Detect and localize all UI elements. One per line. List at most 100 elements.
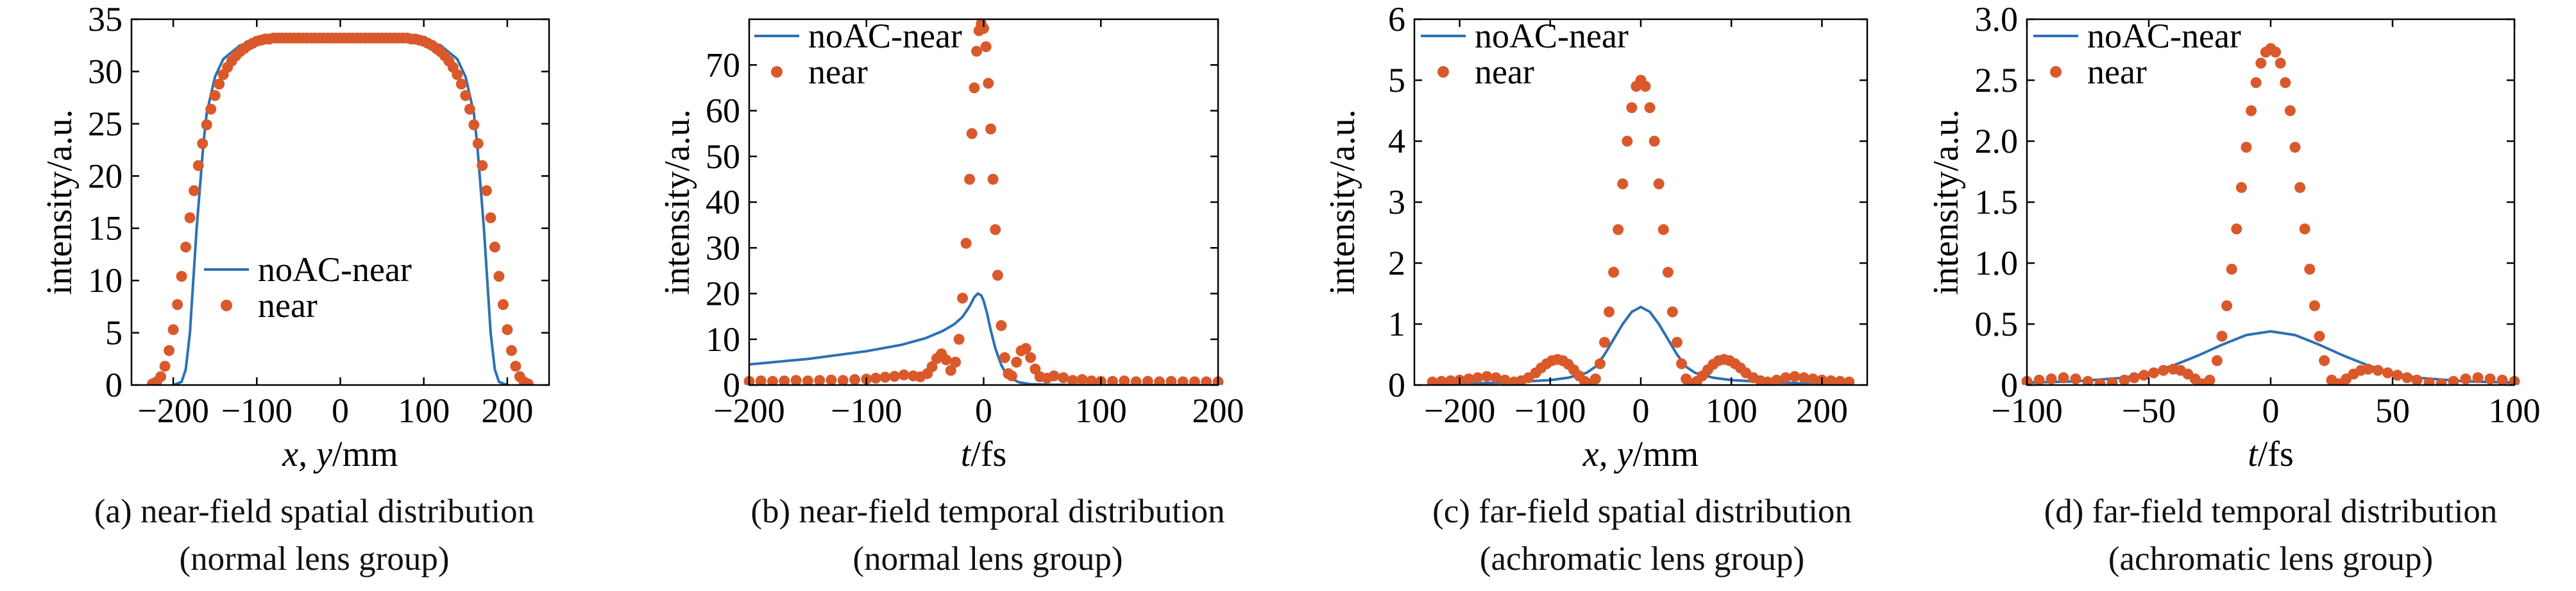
- data-point: [1165, 375, 1177, 385]
- data-point: [790, 375, 802, 385]
- y-axis-label: intensity/a.u.: [1926, 109, 1966, 295]
- x-tick-label: 100: [1706, 391, 1758, 430]
- data-point: [2382, 367, 2393, 379]
- data-point: [2275, 57, 2286, 69]
- data-point: [2362, 363, 2374, 375]
- legend-label-dots: near: [2087, 53, 2147, 91]
- y-tick-label: 35: [88, 0, 123, 39]
- y-tick-label: 6: [1388, 0, 1405, 39]
- data-point: [176, 271, 187, 282]
- data-point: [1789, 371, 1801, 382]
- y-tick-label: 1.0: [1975, 244, 2019, 282]
- x-tick-label: 100: [1075, 391, 1127, 430]
- data-point: [1067, 375, 1078, 385]
- series-line-b: [749, 292, 1218, 385]
- data-point: [1826, 375, 1836, 385]
- x-tick-label: 200: [481, 391, 533, 430]
- y-tick-label: 3: [1388, 183, 1405, 221]
- data-point: [510, 361, 521, 372]
- data-point: [2294, 182, 2306, 193]
- y-tick-label: 25: [88, 105, 123, 143]
- data-point: [172, 299, 183, 311]
- data-point: [2289, 142, 2301, 153]
- legend-label-line: noAC-near: [258, 250, 412, 289]
- x-axis-label: x, y/mm: [1582, 434, 1699, 474]
- data-point: [983, 78, 994, 89]
- legend-dot-swatch: [2050, 66, 2062, 78]
- data-point: [2280, 77, 2291, 89]
- data-point: [197, 138, 208, 150]
- series-line-a: [173, 37, 508, 385]
- data-point: [477, 160, 488, 171]
- x-axis-label: x, y/mm: [282, 434, 398, 474]
- y-tick-label: 70: [706, 46, 740, 84]
- data-point: [2211, 355, 2223, 366]
- data-point: [1445, 375, 1456, 385]
- y-tick-label: 20: [706, 275, 740, 313]
- data-point: [966, 128, 978, 139]
- data-point: [2448, 375, 2459, 385]
- x-axis-label: t/fs: [2248, 434, 2294, 474]
- x-tick-label: −100: [221, 391, 292, 430]
- caption-line-1: (b) near-field temporal distribution: [750, 493, 1225, 530]
- data-point: [992, 270, 1003, 281]
- y-tick-label: 5: [1388, 61, 1405, 99]
- data-point: [1189, 376, 1200, 385]
- data-point: [987, 173, 999, 185]
- legend-label-dots: near: [258, 286, 318, 325]
- x-tick-label: 100: [398, 391, 450, 430]
- data-point: [996, 320, 1007, 331]
- panel-c: −200 −100 0 100 200 0 1 2 3 4 5 6 x, y/mm intensity/a…: [1323, 0, 1868, 474]
- data-point: [1499, 374, 1511, 385]
- y-tick-label: 2: [1388, 244, 1405, 282]
- caption-c: (c) far-field spatial distribution (achro…: [1321, 488, 1963, 583]
- caption-line-2: (normal lens group): [179, 540, 450, 578]
- data-point: [1058, 372, 1069, 384]
- y-tick-label: 10: [88, 261, 123, 300]
- caption-line-2: (normal lens group): [852, 540, 1123, 578]
- x-tick-label: −50: [2122, 391, 2176, 430]
- data-point: [184, 212, 196, 223]
- data-point: [1662, 266, 1674, 278]
- data-point: [468, 119, 480, 130]
- data-point: [2496, 374, 2508, 385]
- data-point: [1086, 375, 1097, 385]
- data-point: [1154, 376, 1165, 385]
- panel-d: −100 −50 0 50 100 0 0.5 1.0 1.5 2.0 2.5 3.0 t/fs inte…: [1926, 0, 2541, 474]
- data-point: [464, 103, 475, 115]
- data-point: [978, 22, 989, 34]
- data-point: [192, 160, 204, 171]
- y-tick-label: 10: [706, 320, 740, 359]
- x-axis-label: t/fs: [961, 434, 1007, 474]
- data-point: [755, 375, 767, 385]
- data-point: [926, 361, 938, 372]
- data-point: [1843, 376, 1855, 385]
- data-point: [455, 78, 467, 90]
- caption-b: (b) near-field temporal distribution (nor…: [667, 488, 1309, 583]
- data-point: [999, 352, 1010, 363]
- data-point: [837, 375, 849, 385]
- data-point: [1463, 373, 1475, 384]
- data-point: [2231, 223, 2242, 235]
- data-point: [2372, 364, 2384, 376]
- data-point: [2304, 264, 2316, 275]
- y-tick-label: 20: [88, 157, 123, 195]
- data-point: [779, 375, 790, 385]
- caption-line-1: (c) far-field spatial distribution: [1432, 493, 1852, 530]
- data-point: [960, 237, 972, 249]
- data-point: [953, 334, 965, 345]
- data-point: [2309, 300, 2320, 311]
- x-tick-label: −200: [713, 391, 784, 430]
- data-point: [2204, 374, 2216, 385]
- data-point: [985, 123, 996, 135]
- y-tick-label: 5: [105, 314, 123, 352]
- data-point: [2319, 355, 2330, 366]
- series-dots-c: [1427, 74, 1855, 385]
- x-tick-label: −200: [1424, 391, 1495, 430]
- data-point: [2472, 372, 2484, 384]
- y-tick-label: 50: [706, 137, 740, 176]
- data-point: [826, 374, 837, 385]
- data-point: [1617, 178, 1629, 189]
- data-point: [879, 372, 891, 383]
